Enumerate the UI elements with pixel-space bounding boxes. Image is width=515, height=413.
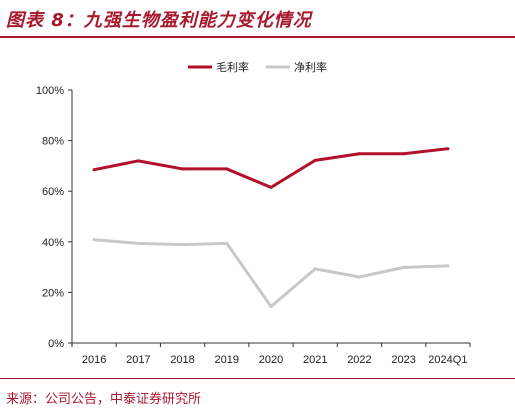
data-point bbox=[92, 168, 96, 172]
y-tick-label: 100% bbox=[36, 85, 64, 97]
y-tick-label: 0% bbox=[48, 338, 64, 350]
data-point bbox=[181, 167, 185, 171]
figure-title: 图表 8：九强生物盈利能力变化情况 bbox=[6, 10, 312, 31]
series-lines bbox=[92, 147, 450, 309]
data-point bbox=[313, 158, 317, 162]
y-axis: 0% 20% 40% 60% 80% 100% bbox=[36, 85, 73, 350]
data-point bbox=[136, 159, 140, 163]
data-point bbox=[136, 241, 140, 245]
data-point bbox=[92, 238, 96, 242]
y-tick-label: 40% bbox=[42, 237, 64, 249]
legend: 毛利率 净利率 bbox=[188, 60, 327, 74]
x-tick-label: 2020 bbox=[259, 354, 283, 366]
x-axis: 2016 2017 2018 2019 2020 2021 2022 2023 2024Q1 bbox=[71, 342, 471, 366]
data-point bbox=[269, 185, 273, 189]
data-point bbox=[269, 305, 273, 309]
x-tick-label: 2022 bbox=[347, 354, 371, 366]
source-note: 来源：公司公告，中泰证券研究所 bbox=[6, 392, 202, 407]
data-point bbox=[402, 265, 406, 269]
data-point bbox=[446, 264, 450, 268]
legend-label: 毛利率 bbox=[216, 60, 249, 74]
x-tick-label: 2021 bbox=[303, 354, 327, 366]
data-point bbox=[357, 275, 361, 279]
margin-line-chart: 0%20%40%60%80%100% 2016 2017 2018 2019 2020 2… bbox=[36, 60, 471, 366]
x-tick-label: 2017 bbox=[126, 354, 150, 366]
data-point bbox=[225, 167, 229, 171]
x-tick-label: 2024Q1 bbox=[428, 354, 467, 366]
x-tick-label: 2016 bbox=[82, 354, 106, 366]
series-line-gross-margin bbox=[92, 147, 450, 189]
x-tick-label: 2018 bbox=[170, 354, 194, 366]
title-divider bbox=[0, 36, 515, 38]
x-tick-label: 2023 bbox=[391, 354, 415, 366]
y-tick-label: 80% bbox=[42, 136, 64, 148]
legend-label: 净利率 bbox=[294, 60, 327, 74]
y-tick-label: 60% bbox=[42, 186, 64, 198]
data-point bbox=[446, 147, 450, 151]
data-point bbox=[181, 243, 185, 247]
series-line-net-margin bbox=[92, 238, 450, 309]
data-point bbox=[357, 152, 361, 156]
data-point bbox=[225, 241, 229, 245]
footer-divider bbox=[0, 378, 515, 379]
y-tick-label: 20% bbox=[42, 287, 64, 299]
data-point bbox=[402, 152, 406, 156]
data-point bbox=[313, 267, 317, 271]
x-tick-label: 2019 bbox=[215, 354, 239, 366]
